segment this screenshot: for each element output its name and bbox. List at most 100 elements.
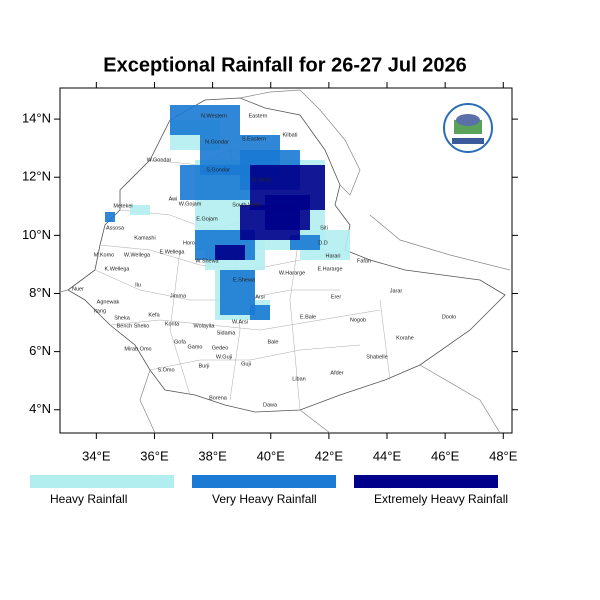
y-tick-label: 6°N xyxy=(29,343,51,358)
x-tick-label: 40°E xyxy=(257,448,286,463)
x-tick-label: 34°E xyxy=(82,448,111,463)
rain-patch xyxy=(180,165,250,200)
region-label: South Wello xyxy=(232,202,262,208)
rain-patch xyxy=(105,212,115,222)
region-label: M.Komo xyxy=(94,252,114,258)
x-tick-label: 44°E xyxy=(373,448,402,463)
region-label: N.Wollo xyxy=(252,177,271,183)
axes: 34°E 36°E 38°E 40°E 42°E 44°E 46°E 48°E 4°N 6°N 8°… xyxy=(22,82,518,463)
legend-swatch xyxy=(192,475,336,488)
region-label: Awi xyxy=(169,196,178,202)
region-label: Fafan xyxy=(357,258,371,264)
region-label: E.Bale xyxy=(300,314,316,320)
logo-cloud xyxy=(456,114,480,126)
x-tick-label: 42°E xyxy=(315,448,344,463)
region-label: Wolayita xyxy=(194,323,216,329)
rain-patch xyxy=(170,105,240,135)
rain-patch xyxy=(250,305,270,320)
region-label: W.Shewa xyxy=(195,258,219,264)
region-label: E.Hararge xyxy=(317,266,342,272)
region-label: Assosa xyxy=(106,225,125,231)
x-tick-label: 46°E xyxy=(431,448,460,463)
region-label: N.Gondar xyxy=(205,139,229,145)
region-labels: N.Western Eastern Kilbati N.Gondar S.Eastern… xyxy=(72,113,456,408)
region-label: S.Omo xyxy=(157,367,174,373)
region-label: Erer xyxy=(331,294,342,300)
region-label: Jimma xyxy=(170,293,187,299)
region-label: Nogob xyxy=(350,317,366,323)
region-label: Shabelle xyxy=(366,354,387,360)
region-label: W.Gojam xyxy=(179,201,202,207)
region-label: Horo xyxy=(183,240,195,246)
region-label: Sheka xyxy=(114,315,131,321)
legend: Heavy Rainfall Very Heavy Rainfall Extreme… xyxy=(30,475,508,506)
region-label: Konta xyxy=(165,321,180,327)
region-label: Itang xyxy=(94,308,106,314)
rainfall-areas xyxy=(105,105,350,320)
legend-swatch xyxy=(354,475,498,488)
y-tick-label: 4°N xyxy=(29,401,51,416)
region-label: E.Gojam xyxy=(196,216,218,222)
y-tick-label: 10°N xyxy=(22,227,51,242)
rain-patch xyxy=(130,205,150,215)
region-label: Harari xyxy=(326,253,341,259)
y-tick-label: 14°N xyxy=(22,111,51,126)
x-tick-label: 38°E xyxy=(198,448,227,463)
legend-label: Heavy Rainfall xyxy=(50,492,127,506)
region-label: D.D xyxy=(318,240,328,246)
region-label: Eastern xyxy=(249,113,268,119)
region-label: W.Gondar xyxy=(147,157,172,163)
region-label: Gofa xyxy=(174,339,187,345)
region-label: Nuer xyxy=(72,286,84,292)
region-label: E.Shewa xyxy=(233,277,256,283)
region-label: Siti xyxy=(320,225,328,231)
region-label: Kamashi xyxy=(134,235,155,241)
logo-banner xyxy=(452,138,484,144)
region-label: Gedeo xyxy=(212,345,229,351)
region-label: Sidama xyxy=(217,330,237,336)
region-label: Gamo xyxy=(188,344,203,350)
region-label: K.Wellega xyxy=(105,266,131,272)
map-area: N.Western Eastern Kilbati N.Gondar S.Eastern… xyxy=(59,87,513,434)
region-label: Kilbati xyxy=(283,132,298,138)
region-label: S.Eastern xyxy=(242,136,266,142)
map-title: Exceptional Rainfall for 26-27 Jul 2026 xyxy=(103,54,466,76)
region-label: Korahe xyxy=(396,335,414,341)
legend-label: Very Heavy Rainfall xyxy=(212,492,317,506)
y-tick-label: 8°N xyxy=(29,285,51,300)
x-tick-label: 48°E xyxy=(489,448,518,463)
rain-patch xyxy=(265,195,310,230)
region-label: Doolo xyxy=(442,314,456,320)
legend-label: Extremely Heavy Rainfall xyxy=(374,492,508,506)
region-label: Burji xyxy=(198,363,209,369)
region-label: Liban xyxy=(292,376,305,382)
region-label: W.Hararge xyxy=(279,270,305,276)
region-label: Bench Sheko xyxy=(117,323,150,329)
region-label: Metekel xyxy=(113,203,132,209)
region-label: E.Wellega xyxy=(160,249,186,255)
rain-patch xyxy=(220,270,255,315)
rain-patch xyxy=(215,245,245,260)
legend-swatch xyxy=(30,475,174,488)
region-label: Mirab Omo xyxy=(124,346,151,352)
region-label: Agnewak xyxy=(97,299,120,305)
region-label: Bale xyxy=(267,339,278,345)
x-tick-label: 36°E xyxy=(140,448,169,463)
region-label: Ilu xyxy=(135,282,141,288)
region-label: W.Wellega xyxy=(124,252,151,258)
region-label: Afder xyxy=(330,370,343,376)
region-label: N.Western xyxy=(201,113,227,119)
neighbor-borders xyxy=(59,89,511,434)
region-label: W.Arsi xyxy=(232,319,248,325)
y-tick-label: 12°N xyxy=(22,169,51,184)
agency-logo xyxy=(443,103,493,153)
region-label: W.Guji xyxy=(216,354,232,360)
region-label: Dawa xyxy=(263,402,278,408)
region-label: Arsi xyxy=(255,294,264,300)
region-label: Guji xyxy=(241,361,251,367)
region-label: Borena xyxy=(209,395,228,401)
region-label: Kefa xyxy=(148,312,160,318)
region-label: S.Gondar xyxy=(206,167,230,173)
region-label: Jarar xyxy=(390,288,403,294)
